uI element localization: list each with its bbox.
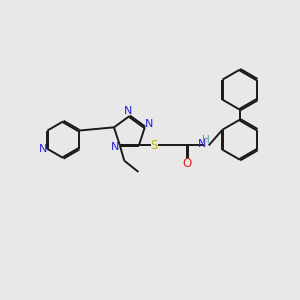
Text: H: H bbox=[202, 135, 210, 145]
Text: N: N bbox=[39, 144, 47, 154]
Text: N: N bbox=[110, 142, 119, 152]
Text: S: S bbox=[151, 139, 158, 152]
Text: N: N bbox=[198, 139, 206, 149]
Text: O: O bbox=[183, 157, 192, 169]
Text: N: N bbox=[145, 119, 154, 129]
Text: N: N bbox=[124, 106, 132, 116]
